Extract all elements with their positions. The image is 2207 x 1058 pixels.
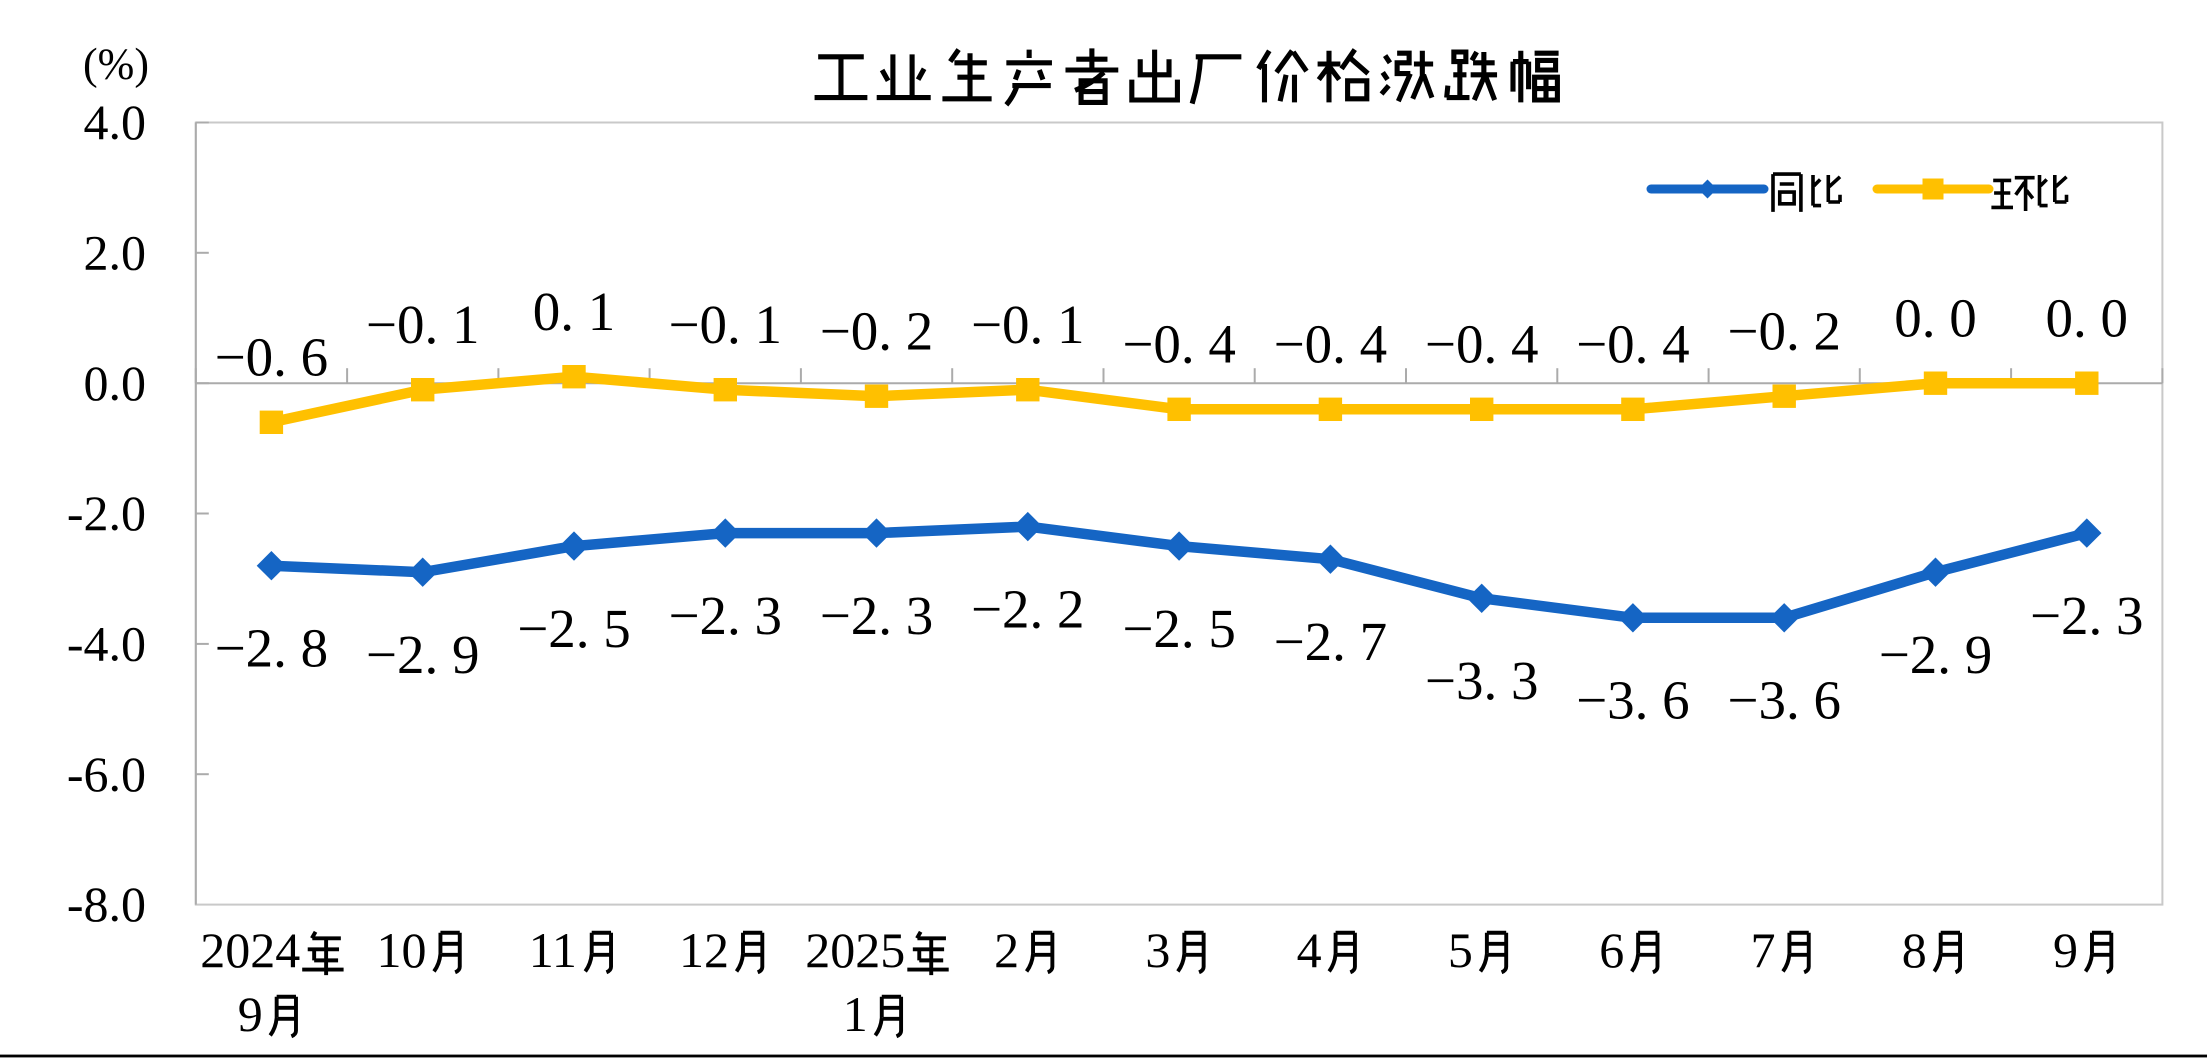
svg-text:1: 1 [843,986,868,1042]
svg-text:−2. 9: −2. 9 [366,624,480,685]
svg-text:−0. 6: −0. 6 [215,327,329,388]
svg-text:−2. 3: −2. 3 [669,585,783,646]
svg-text:10: 10 [377,922,427,978]
svg-text:−2. 8: −2. 8 [215,617,329,678]
svg-text:-6.0: -6.0 [67,746,146,802]
svg-text:2024: 2024 [200,922,300,978]
svg-text:−2. 5: −2. 5 [1122,598,1236,659]
svg-text:−0. 1: −0. 1 [971,294,1085,355]
svg-text:−2. 3: −2. 3 [2030,585,2144,646]
svg-text:2.0: 2.0 [84,224,147,280]
svg-text:−2. 7: −2. 7 [1274,611,1388,672]
svg-text:−2. 2: −2. 2 [971,578,1085,639]
svg-text:−2. 5: −2. 5 [517,598,631,659]
svg-text:−0. 2: −0. 2 [820,300,934,361]
svg-text:0. 0: 0. 0 [1894,287,1977,348]
svg-text:9: 9 [238,986,263,1042]
svg-text:−0. 4: −0. 4 [1425,314,1539,375]
svg-text:0. 1: 0. 1 [533,281,616,342]
svg-text:2: 2 [994,922,1019,978]
svg-text:−2. 9: −2. 9 [1879,624,1993,685]
svg-text:12: 12 [679,922,729,978]
svg-text:-4.0: -4.0 [67,616,146,672]
svg-text:-2.0: -2.0 [67,485,146,541]
svg-text:0.0: 0.0 [84,355,147,411]
svg-text:−3. 3: −3. 3 [1425,650,1539,711]
svg-text:7: 7 [1751,922,1776,978]
svg-text:5: 5 [1448,922,1473,978]
svg-text:−3. 6: −3. 6 [1576,670,1690,731]
svg-text:4: 4 [1297,922,1322,978]
svg-text:11: 11 [529,922,577,978]
svg-text:−0. 2: −0. 2 [1727,300,1841,361]
svg-text:9: 9 [2053,922,2078,978]
svg-text:−3. 6: −3. 6 [1727,670,1841,731]
svg-text:6: 6 [1599,922,1624,978]
svg-text:-8.0: -8.0 [67,876,146,932]
svg-text:−0. 1: −0. 1 [669,294,783,355]
svg-text:−0. 4: −0. 4 [1576,314,1690,375]
svg-text:3: 3 [1145,922,1170,978]
svg-text:−2. 3: −2. 3 [820,585,934,646]
svg-text:8: 8 [1902,922,1927,978]
svg-text:−0. 4: −0. 4 [1122,314,1236,375]
svg-text:2025: 2025 [805,922,905,978]
svg-text:−0. 1: −0. 1 [366,294,480,355]
svg-text:0. 0: 0. 0 [2046,287,2129,348]
svg-text:4.0: 4.0 [84,94,147,150]
svg-text:(%): (%) [83,40,149,89]
svg-text:−0. 4: −0. 4 [1274,314,1388,375]
